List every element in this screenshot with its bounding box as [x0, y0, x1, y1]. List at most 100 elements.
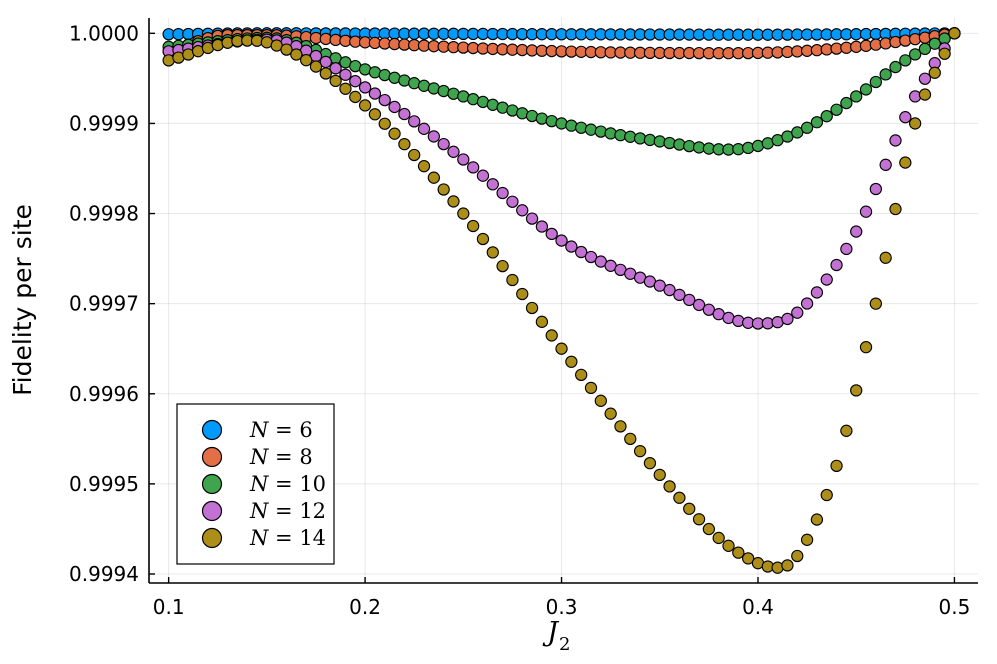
legend-label: N = 8 [249, 445, 313, 469]
data-point [309, 60, 323, 73]
tick-layer: 0.1 0.2 0.3 0.4 0.5 0.9994 0.9995 0.9996 0.9997 0… [69, 21, 970, 619]
data-point [663, 480, 676, 493]
y-axis-title: Fidelity per site [8, 204, 37, 396]
data-point [349, 75, 362, 88]
data-point [830, 103, 843, 116]
axis-layer [148, 18, 978, 584]
data-point [869, 297, 882, 310]
data-point [437, 137, 450, 151]
data-point [486, 178, 499, 191]
data-layer [162, 27, 961, 574]
data-point [918, 88, 932, 101]
data-point [908, 117, 922, 130]
data-point [840, 242, 853, 256]
data-point [496, 186, 509, 200]
data-point [447, 145, 460, 158]
legend-item-n8: N = 8 [201, 445, 313, 469]
data-point [506, 195, 519, 208]
data-point [398, 137, 411, 151]
data-point [408, 115, 421, 128]
data-point [339, 68, 352, 81]
data-point [840, 424, 853, 437]
data-point [584, 381, 598, 395]
data-point [948, 27, 961, 40]
data-point [516, 287, 529, 301]
data-point [329, 62, 342, 75]
data-point [791, 306, 804, 319]
legend-item-n10: N = 10 [201, 472, 326, 496]
data-point [850, 384, 863, 397]
legend: N = 6 N = 8 N = 10 N = 12 N = 14 [176, 403, 335, 565]
data-point [673, 491, 686, 504]
x-axis-title: J 2 [542, 617, 570, 655]
data-point [800, 533, 814, 546]
data-point [908, 90, 922, 103]
legend-marker [201, 473, 223, 495]
legend-label: N = 10 [249, 472, 326, 496]
data-point [525, 212, 539, 225]
data-point [869, 182, 882, 196]
data-point [280, 43, 293, 56]
legend-marker [201, 446, 223, 468]
data-point [604, 407, 617, 420]
data-point [476, 232, 490, 246]
data-point [899, 156, 912, 169]
data-point [653, 468, 666, 482]
data-point [673, 288, 686, 302]
data-point [555, 342, 568, 355]
legend-item-n14: N = 14 [201, 526, 326, 550]
legend-label: N = 6 [249, 418, 313, 442]
data-point [624, 432, 637, 445]
data-point [594, 394, 607, 407]
data-point [339, 82, 352, 95]
data-point [565, 355, 578, 368]
data-point [329, 74, 342, 88]
data-point [378, 117, 391, 130]
data-point [859, 341, 873, 354]
data-point [476, 169, 490, 182]
data-point [692, 513, 706, 526]
data-point [889, 60, 902, 74]
data-point [506, 273, 519, 287]
data-point [908, 48, 922, 61]
data-point [290, 48, 303, 61]
data-point [565, 240, 578, 253]
data-point [466, 161, 480, 174]
data-point [643, 456, 657, 470]
data-point [810, 513, 824, 526]
data-point [830, 459, 843, 473]
data-point [830, 258, 843, 272]
legend-marker [201, 500, 223, 522]
data-point [810, 286, 824, 299]
data-point [879, 68, 892, 81]
x-axis-title-symbol: J [542, 617, 560, 648]
data-point [928, 66, 941, 79]
data-point [575, 121, 588, 134]
data-point [879, 158, 892, 171]
y-tick-label: 0.9997 [69, 292, 139, 316]
data-point [692, 298, 706, 312]
data-point [889, 202, 902, 216]
data-point [575, 368, 588, 382]
data-point [869, 75, 882, 89]
data-point [928, 37, 941, 50]
data-point [447, 195, 460, 208]
data-point [368, 108, 382, 121]
data-point [545, 329, 558, 342]
x-tick-label: 0.3 [546, 595, 578, 619]
x-tick-label: 0.4 [742, 595, 774, 619]
data-point [820, 488, 833, 502]
data-point [712, 531, 725, 545]
data-point [781, 312, 794, 326]
x-tick-label: 0.2 [349, 595, 381, 619]
x-tick-label: 0.5 [939, 595, 971, 619]
data-point [516, 204, 529, 217]
y-tick-label: 0.9996 [69, 382, 139, 406]
series-10 [162, 27, 961, 156]
legend-item-n12: N = 12 [201, 499, 326, 523]
data-point [535, 315, 549, 328]
data-point [633, 444, 647, 458]
data-point [368, 87, 382, 100]
legend-label: N = 12 [249, 499, 326, 523]
